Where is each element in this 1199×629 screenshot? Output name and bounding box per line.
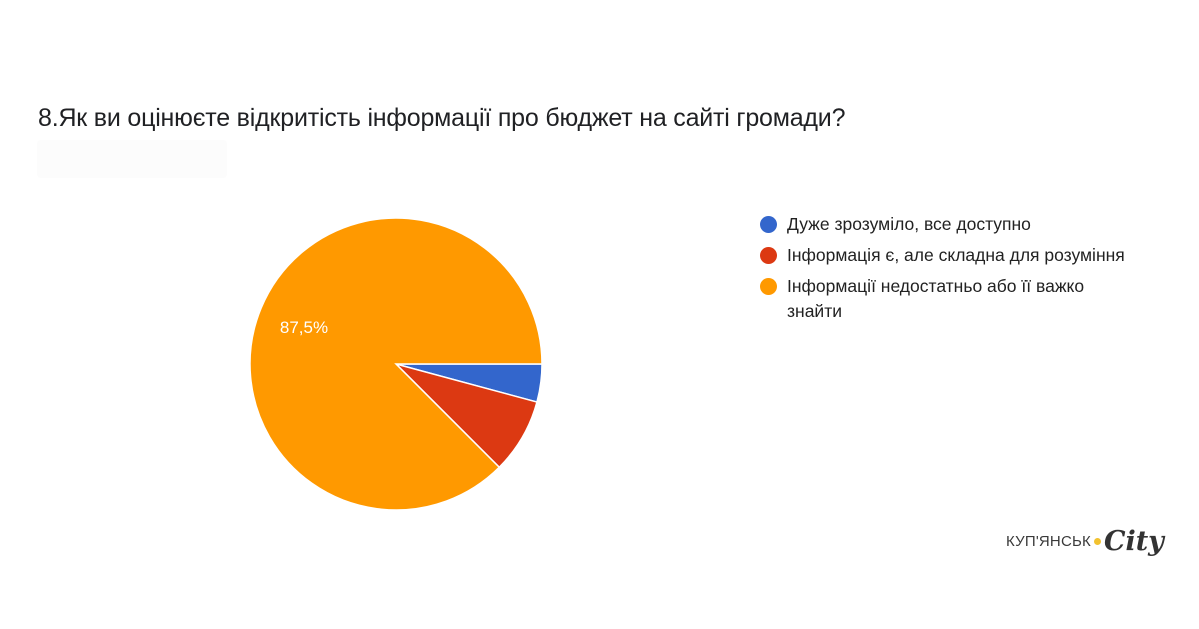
- logo-script: City: [1103, 526, 1164, 557]
- slice-label-87-5: 87,5%: [280, 318, 328, 337]
- legend-dot-icon: [760, 216, 777, 233]
- legend-item-complex[interactable]: Інформація є, але складна для розуміння: [758, 243, 1138, 268]
- legend-dot-icon: [760, 247, 777, 264]
- legend-dot-icon: [760, 278, 777, 295]
- legend-item-very-clear[interactable]: Дуже зрозуміло, все доступно: [758, 212, 1138, 237]
- redacted-area: [37, 140, 227, 178]
- logo-dot-icon: [1093, 538, 1101, 545]
- chart-legend: Дуже зрозуміло, все доступно Інформація …: [758, 212, 1138, 330]
- logo-text: КУП'ЯНСЬК: [1006, 533, 1091, 550]
- chart-title: 8.Як ви оцінюєте відкритість інформації …: [38, 104, 846, 132]
- legend-item-insufficient[interactable]: Інформації недостатньо або її важко знай…: [758, 274, 1138, 324]
- legend-label: Інформації недостатньо або її важко знай…: [787, 276, 1085, 321]
- kupiansk-city-logo: КУП'ЯНСЬК City: [1006, 528, 1164, 555]
- legend-label: Інформація є, але складна для розуміння: [787, 245, 1125, 265]
- pie-slices: [249, 217, 543, 511]
- slice-insufficient[interactable]: [249, 217, 543, 511]
- legend-label: Дуже зрозуміло, все доступно: [787, 214, 1031, 234]
